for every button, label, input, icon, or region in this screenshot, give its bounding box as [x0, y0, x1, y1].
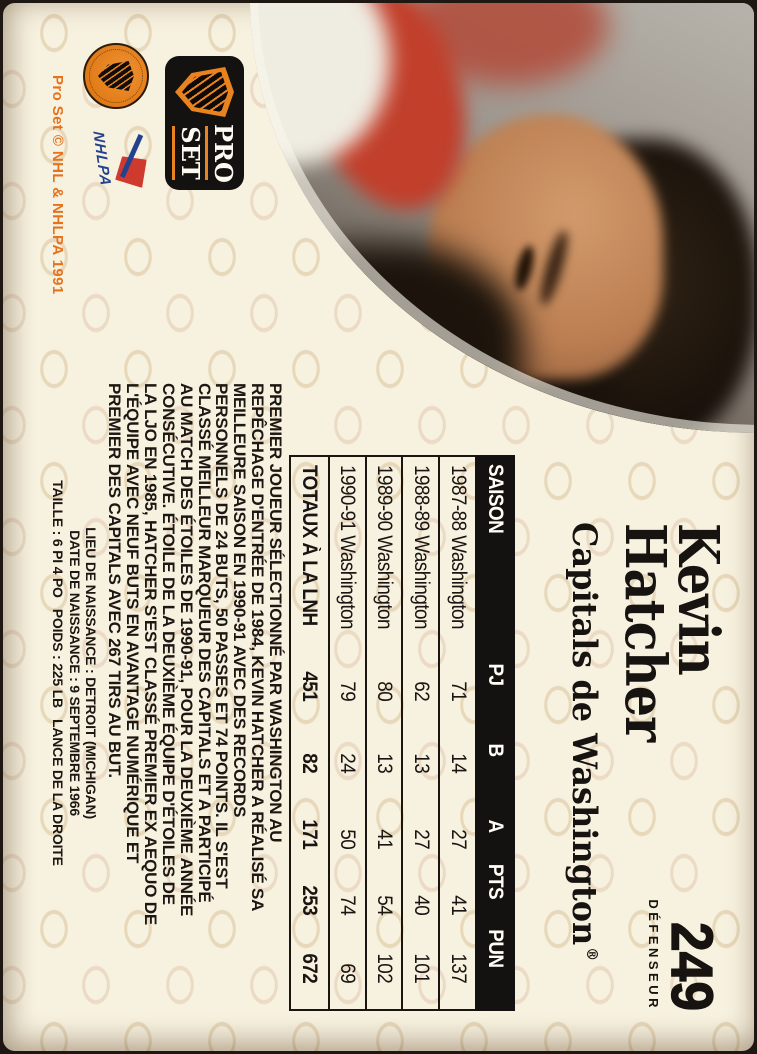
- stat-cell: 80: [373, 681, 397, 701]
- pro-set-nhl-shield-icon: [175, 67, 234, 117]
- pro-set-logo: PRO SET: [167, 58, 242, 188]
- nhlpa-logo-text: NHLPA: [89, 131, 115, 187]
- stats-table: SAISON PJ B A PTS PUN 1987-88 Washington 71 14 27…: [288, 455, 515, 1011]
- photo-dark-shadow: [250, 244, 523, 433]
- copyright-line: Pro Set © NHL & NHLPA 1991: [49, 75, 66, 295]
- stat-cell: 41: [373, 829, 397, 849]
- nhlpa-logo: NHLPA: [78, 123, 158, 220]
- bio-line: PREMIER DES CAPITALS AVEC 267 TIRS AU BU…: [105, 383, 125, 778]
- player-photo: [250, 3, 754, 433]
- stat-cell: 62: [409, 681, 433, 701]
- player-eye: [511, 243, 538, 293]
- stat-cell: 50: [336, 829, 360, 849]
- nhl-shield-icon: [98, 61, 134, 91]
- stat-cell: 41: [446, 895, 470, 915]
- stat-cell: 27: [409, 829, 433, 849]
- stats-row: 1988-89 Washington 62 13 27 40 101: [403, 457, 441, 1009]
- stat-cell: PUN: [484, 929, 507, 968]
- season-cell: 1987-88 Washington: [446, 465, 470, 630]
- stats-totals-row: TOTAUX À LA LNH 451 82 171 253 672: [290, 457, 330, 1009]
- stat-cell: 13: [409, 753, 433, 773]
- stat-cell: 672: [298, 953, 322, 983]
- player-face: [428, 114, 663, 379]
- nhl-shield-logo: [83, 43, 149, 109]
- size-weight-shoots-line: TAILLE : 6 PI 4 PO POIDS : 225 LB LANCE …: [49, 480, 66, 866]
- team-name: Capitals de Washington®: [564, 522, 604, 961]
- card-number: 249: [658, 921, 724, 1011]
- stat-cell: 451: [298, 671, 322, 701]
- stat-cell: PJ: [484, 662, 507, 685]
- season-cell: 1988-89 Washington: [409, 465, 433, 630]
- bio-line: PERSONNELS DE 24 BUTS, 50 PASSES ET 74 P…: [212, 383, 232, 889]
- stats-header-row: SAISON PJ B A PTS PUN: [475, 455, 515, 1011]
- trading-card-back: Kevin Hatcher Capitals de Washington® 24…: [3, 3, 754, 1051]
- registered-mark: ®: [583, 947, 601, 962]
- bio-line: PREMIER JOUEUR SÉLECTIONNÉ PAR WASHINGTO…: [266, 383, 285, 843]
- player-eyebrow: [535, 228, 573, 308]
- season-cell: TOTAUX À LA LNH: [298, 465, 322, 626]
- season-cell: 1989-90 Washington: [373, 465, 397, 630]
- stat-cell: 171: [298, 819, 322, 849]
- bio-line: REPÊCHAGE D'ENTRÉE DE 1984, KEVIN HATCHE…: [248, 383, 268, 912]
- stat-cell: 74: [336, 895, 360, 915]
- stat-cell: 101: [409, 953, 433, 983]
- bio-line: CLASSÉ MEILLEUR MARQUEUR DES CAPITALS ET…: [194, 383, 214, 903]
- player-first-name: Kevin: [665, 523, 731, 675]
- pro-set-word-set: SET: [176, 126, 205, 180]
- stats-row: 1987-88 Washington 71 14 27 41 137: [440, 457, 475, 1009]
- jersey-red-shoulder: [276, 3, 494, 231]
- bio-line: AU MATCH DES ÉTOILES DE 1990-91, POUR LA…: [176, 383, 196, 917]
- bio-line: L'ÉQUIPE AVEC NEUF BUTS EN AVANTAGE NUMÉ…: [123, 383, 143, 864]
- stats-body: 1987-88 Washington 71 14 27 41 137 1988-89 Was…: [288, 455, 475, 1011]
- stat-cell: 79: [336, 681, 360, 701]
- stat-cell: 71: [446, 681, 470, 701]
- stat-cell: 137: [446, 953, 470, 983]
- stat-cell: 14: [446, 753, 470, 773]
- season-cell: 1990-91 Washington: [336, 465, 360, 630]
- pro-set-word-pro: PRO: [209, 124, 238, 183]
- vitals-block: LIEU DE NAISSANCE : DETROIT (MICHIGAN) DA…: [49, 373, 99, 973]
- bio-line: LA LJO EN 1985, HATCHER S'EST CLASSÉ PRE…: [141, 383, 161, 925]
- stat-cell: 82: [298, 753, 322, 773]
- stat-cell: 54: [373, 895, 397, 915]
- player-last-name: Hatcher: [612, 523, 678, 742]
- player-hair: [523, 139, 754, 433]
- stat-cell: B: [484, 743, 507, 757]
- stat-cell: 13: [373, 753, 397, 773]
- stat-cell: 102: [373, 953, 397, 983]
- pro-set-logo-text: PRO SET: [172, 124, 238, 183]
- stat-cell: 27: [446, 829, 470, 849]
- birthdate-line: DATE DE NAISSANCE : 9 SEPTEMBRE 1966: [67, 530, 84, 816]
- stat-cell: A: [484, 819, 507, 833]
- photo-background-red-blur: [408, 3, 608, 85]
- stat-cell: 253: [298, 885, 322, 915]
- stat-cell: PTS: [484, 863, 507, 899]
- birthplace-line: LIEU DE NAISSANCE : DETROIT (MICHIGAN): [83, 527, 99, 819]
- stat-cell: 40: [409, 895, 433, 915]
- season-cell: SAISON: [484, 464, 507, 534]
- stats-row: 1990-91 Washington 79 24 50 74 69: [329, 457, 367, 1009]
- bio-text: PREMIER JOUEUR SÉLECTIONNÉ PAR WASHINGTO…: [105, 383, 285, 925]
- bio-line: MEILLEURE SAISON EN 1990-91 AVEC DES REC…: [230, 383, 250, 818]
- stats-row: 1989-90 Washington 80 13 41 54 102: [366, 457, 404, 1009]
- stat-cell: 24: [336, 753, 360, 773]
- jersey-white: [250, 3, 390, 165]
- card-number-block: 249 DÉFENSEUR: [646, 823, 725, 1011]
- team-name-text: Capitals de Washington: [564, 522, 604, 946]
- player-name: Kevin Hatcher: [612, 523, 731, 771]
- stat-cell: 69: [336, 963, 360, 983]
- bio-line: CONSÉCUTIVE. ÉTOILE DE LA DEUXIÈME ÉQUIP…: [158, 383, 178, 905]
